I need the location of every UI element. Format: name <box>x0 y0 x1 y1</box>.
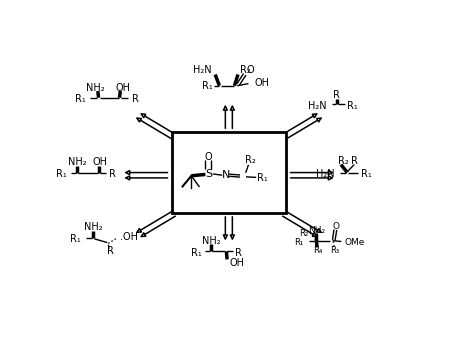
Text: R₁: R₁ <box>346 101 357 111</box>
Text: N: N <box>221 170 230 180</box>
Text: R₁: R₁ <box>191 248 202 258</box>
Text: H₂N: H₂N <box>316 169 334 179</box>
Text: R₂: R₂ <box>239 65 250 75</box>
Text: OH: OH <box>115 83 130 93</box>
Text: OH: OH <box>253 78 268 88</box>
Text: NH₂: NH₂ <box>202 236 220 246</box>
Text: R₃: R₃ <box>330 246 339 255</box>
Text: R: R <box>109 169 115 179</box>
Text: H₂N: H₂N <box>193 65 211 75</box>
Text: S: S <box>205 169 212 179</box>
Bar <box>172 133 285 213</box>
Text: NH₂: NH₂ <box>67 158 86 167</box>
Text: O: O <box>204 152 212 162</box>
Text: O: O <box>246 65 254 75</box>
Text: R: R <box>350 156 357 166</box>
Text: OH: OH <box>92 158 107 167</box>
Text: R₂: R₂ <box>244 155 255 165</box>
Text: NH₂: NH₂ <box>307 226 324 235</box>
Text: R: R <box>332 90 340 100</box>
Text: R₁: R₁ <box>56 169 67 179</box>
Text: NH₂: NH₂ <box>86 83 104 93</box>
Text: OMe: OMe <box>344 238 364 247</box>
Text: .OH: .OH <box>120 232 138 242</box>
Text: R₁: R₁ <box>257 173 267 183</box>
Text: R₂: R₂ <box>338 156 349 166</box>
Text: R₄: R₄ <box>312 246 322 255</box>
Text: R₂: R₂ <box>298 229 307 238</box>
Text: O: O <box>332 221 339 230</box>
Text: R₁: R₁ <box>75 94 85 104</box>
Text: R₁: R₁ <box>202 81 213 91</box>
Text: OH: OH <box>229 257 244 268</box>
Text: NH₂: NH₂ <box>84 222 102 232</box>
Text: R: R <box>132 94 138 104</box>
Text: R: R <box>106 246 113 256</box>
Text: R₁: R₁ <box>294 238 303 246</box>
Text: R: R <box>235 248 241 258</box>
Text: H₂N: H₂N <box>308 101 326 111</box>
Text: R₁: R₁ <box>360 169 370 179</box>
Text: R₁: R₁ <box>70 234 81 244</box>
